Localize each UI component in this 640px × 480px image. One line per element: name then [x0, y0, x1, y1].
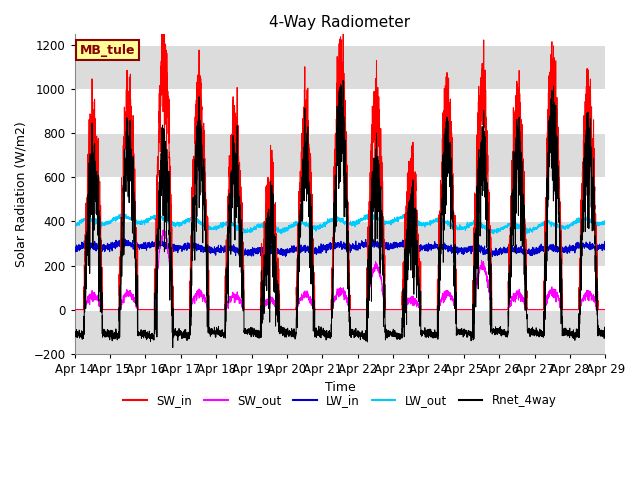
Line: Rnet_4way: Rnet_4way [75, 80, 605, 348]
LW_out [601, 221, 609, 227]
Rnet_4way [430, 335, 438, 341]
LW_out [430, 216, 438, 222]
SW_out [320, 307, 328, 312]
Rnet_4way [489, 328, 497, 334]
LW_out [367, 210, 375, 216]
Rnet_4way [169, 345, 177, 350]
Bar [75, 45, 605, 89]
Bar [75, 133, 605, 177]
LW_out [602, 218, 609, 224]
LW_in [430, 245, 438, 251]
Bar [75, 221, 605, 265]
LW_in [282, 254, 289, 260]
X-axis label: Time: Time [324, 382, 355, 395]
LW_out [71, 222, 79, 228]
LW_in [71, 246, 79, 252]
SW_out [159, 227, 167, 233]
SW_in [429, 307, 437, 312]
Rnet_4way [320, 332, 328, 338]
LW_out [277, 231, 285, 237]
LW_out [320, 221, 328, 227]
SW_out [602, 307, 609, 312]
LW_out [459, 224, 467, 230]
LW_in [121, 236, 129, 242]
SW_out [429, 307, 437, 312]
SW_out [71, 307, 79, 312]
SW_in [601, 307, 609, 312]
Legend: SW_in, SW_out, LW_in, LW_out, Rnet_4way: SW_in, SW_out, LW_in, LW_out, Rnet_4way [118, 389, 561, 412]
Line: LW_in: LW_in [75, 239, 605, 257]
SW_out [166, 267, 174, 273]
SW_in [320, 307, 328, 312]
Rnet_4way [166, 232, 174, 238]
Rnet_4way [339, 77, 347, 83]
SW_in [166, 202, 174, 207]
SW_out [601, 307, 609, 312]
Rnet_4way [71, 331, 79, 336]
Text: MB_tule: MB_tule [80, 44, 136, 57]
SW_out [459, 307, 467, 312]
Line: SW_in: SW_in [75, 24, 605, 310]
Line: SW_out: SW_out [75, 230, 605, 310]
Rnet_4way [601, 329, 609, 335]
SW_in [459, 307, 467, 312]
LW_out [166, 220, 174, 226]
Y-axis label: Solar Radiation (W/m2): Solar Radiation (W/m2) [15, 121, 28, 267]
LW_in [601, 243, 609, 249]
SW_in [602, 307, 609, 312]
Bar [75, 310, 605, 354]
LW_in [321, 247, 328, 252]
Line: LW_out: LW_out [75, 213, 605, 234]
Rnet_4way [602, 333, 609, 338]
LW_in [489, 250, 497, 256]
LW_in [166, 248, 174, 253]
SW_in [489, 307, 497, 312]
LW_out [489, 228, 497, 234]
SW_out [489, 307, 497, 312]
Title: 4-Way Radiometer: 4-Way Radiometer [269, 15, 411, 30]
LW_in [459, 248, 467, 254]
SW_in [71, 307, 79, 312]
LW_in [602, 244, 609, 250]
Rnet_4way [459, 331, 467, 336]
SW_in [159, 21, 167, 26]
